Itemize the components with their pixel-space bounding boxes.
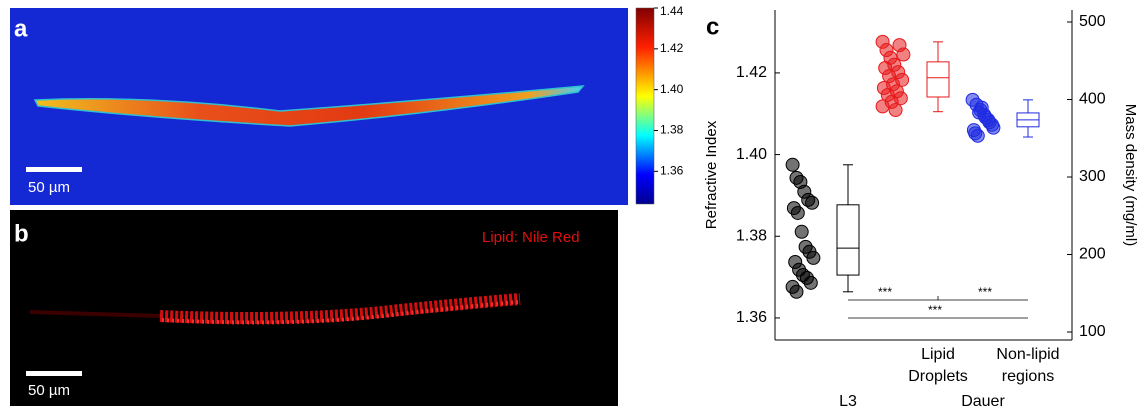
y2-tick-label: 100 xyxy=(1079,323,1106,340)
data-point xyxy=(790,205,805,220)
lipid-worm-detail xyxy=(161,300,519,325)
x-tick-label: Lipid xyxy=(921,346,955,363)
data-point xyxy=(972,105,987,120)
data-point xyxy=(785,157,800,172)
box xyxy=(836,204,860,276)
y-tick-label: 1.40 xyxy=(736,146,767,163)
y2-tick-label: 500 xyxy=(1079,13,1106,30)
scale-bar-label: 50 µm xyxy=(28,179,70,196)
x-tick-label: regions xyxy=(1002,368,1054,385)
data-point xyxy=(888,103,903,118)
y2-tick-label: 200 xyxy=(1079,246,1106,263)
data-point xyxy=(806,250,821,265)
scale-bar xyxy=(26,167,82,172)
x-tick-label: Droplets xyxy=(908,368,968,385)
y-tick-label: 1.36 xyxy=(736,309,767,326)
scale-bar xyxy=(26,371,82,376)
panel-label: c xyxy=(706,13,719,40)
lipid-worm xyxy=(159,293,521,324)
panel-label: a xyxy=(14,15,28,42)
group-label: Dauer xyxy=(961,393,1005,410)
y2-axis-title: Mass density (mg/ml) xyxy=(1122,104,1139,247)
significance-label: *** xyxy=(978,285,992,299)
significance-label: *** xyxy=(928,303,942,317)
scale-bar-label: 50 µm xyxy=(28,382,70,399)
stain-label: Lipid: Nile Red xyxy=(482,229,580,246)
group-label: L3 xyxy=(839,393,857,410)
colorbar-tick-label: 1.42 xyxy=(660,41,684,55)
worm xyxy=(33,85,585,127)
data-point xyxy=(875,99,890,114)
data-point xyxy=(893,91,908,106)
box xyxy=(926,61,950,98)
data-point xyxy=(789,284,804,299)
lipid-image xyxy=(10,210,618,406)
significance-label: *** xyxy=(878,285,892,299)
y2-tick-label: 400 xyxy=(1079,91,1106,108)
y-tick-label: 1.38 xyxy=(736,227,767,244)
data-point xyxy=(803,275,818,290)
y2-tick-label: 300 xyxy=(1079,168,1106,185)
data-point xyxy=(794,224,809,239)
colorbar-tick-label: 1.38 xyxy=(660,123,684,137)
worm-faint xyxy=(29,310,161,318)
x-tick-label: Non-lipid xyxy=(996,346,1059,363)
colorbar-tick-label: 1.44 xyxy=(660,4,684,18)
data-point xyxy=(805,195,820,210)
panel-label: b xyxy=(14,220,29,247)
data-point xyxy=(968,126,983,141)
colorbar-tick-label: 1.36 xyxy=(660,164,684,178)
data-point xyxy=(896,47,911,62)
y-tick-label: 1.42 xyxy=(736,64,767,81)
y-axis-title: Refractive Index xyxy=(703,120,720,229)
colorbar xyxy=(635,7,655,205)
colorbar-tick-label: 1.40 xyxy=(660,82,684,96)
data-point xyxy=(986,120,1001,135)
